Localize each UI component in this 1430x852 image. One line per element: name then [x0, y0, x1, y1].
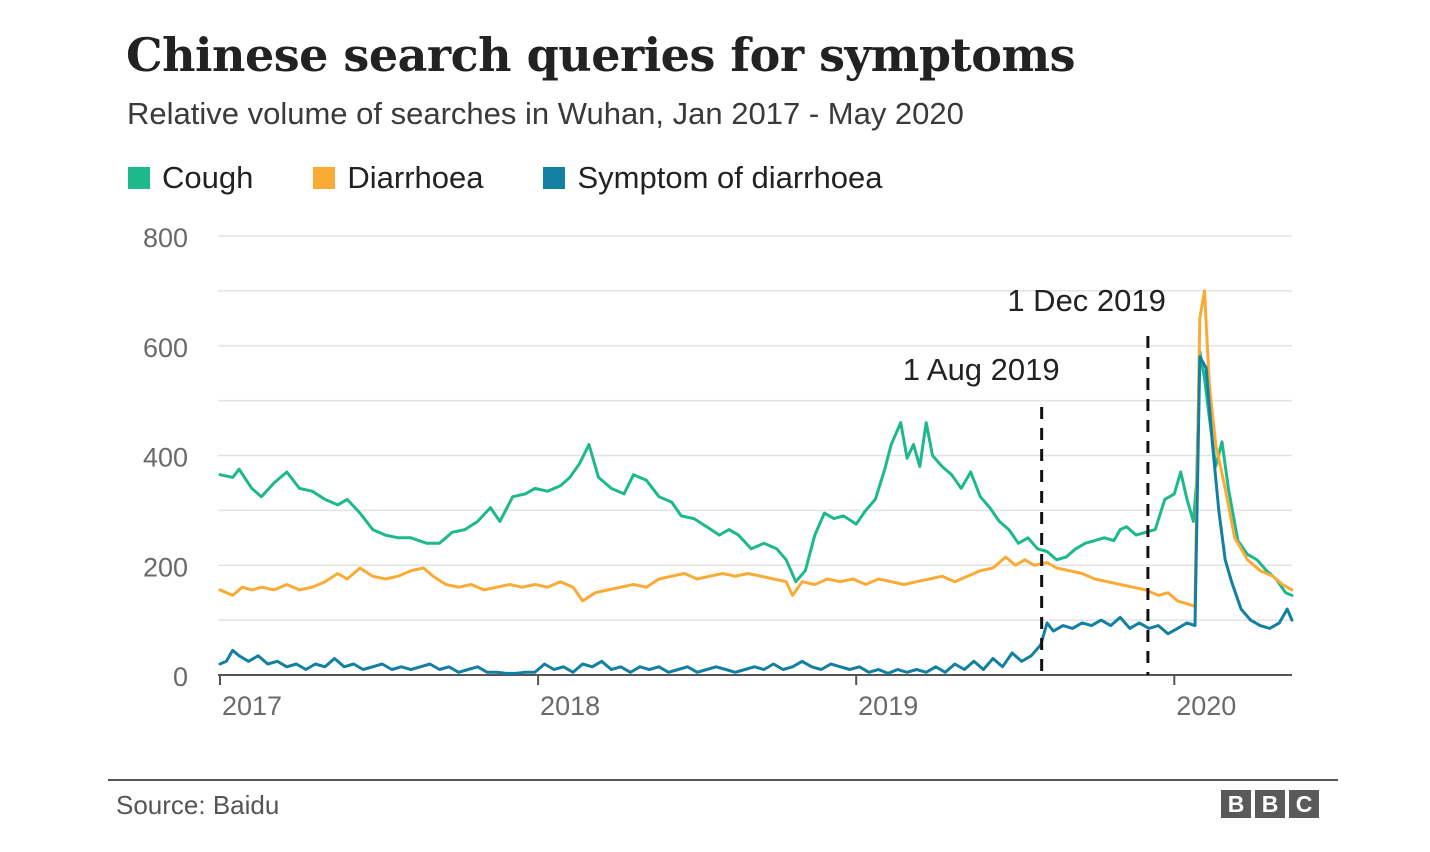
- source-note: Source: Baidu: [116, 790, 280, 820]
- series-line-cough: [218, 349, 1294, 597]
- bbc-logo-block: B: [1221, 790, 1251, 818]
- annotations: 1 Aug 2019 1 Dec 2019: [903, 283, 1166, 675]
- series-line-diarrhoea: [218, 289, 1294, 608]
- chart-legend: Cough Diarrhoea Symptom of diarrhoea: [128, 160, 882, 196]
- bbc-logo: B B C: [1221, 790, 1319, 818]
- x-tick-label: 2019: [858, 691, 918, 721]
- series-line-symptom-of-diarrhoea: [218, 355, 1294, 675]
- chart-subtitle: Relative volume of searches in Wuhan, Ja…: [127, 96, 964, 131]
- y-tick-label: 600: [143, 333, 188, 363]
- y-tick-label: 0: [173, 662, 188, 692]
- legend-swatch-symptom-of-diarrhoea: [543, 167, 566, 189]
- legend-item-diarrhoea: Diarrhoea: [313, 160, 483, 196]
- gridlines: [218, 235, 1292, 621]
- legend-label-cough: Cough: [162, 160, 254, 195]
- x-tick-label: 2018: [540, 691, 600, 721]
- annotation-label: 1 Aug 2019: [903, 352, 1060, 387]
- legend-swatch-cough: [128, 167, 150, 189]
- y-tick-label: 400: [143, 443, 188, 473]
- series-lines: [218, 289, 1294, 675]
- x-tick-label: 2020: [1176, 691, 1236, 721]
- legend-label-diarrhoea: Diarrhoea: [347, 160, 484, 195]
- bbc-logo-block: C: [1289, 790, 1319, 818]
- x-axis: 2017 2018 2019 2020: [218, 674, 1292, 721]
- y-tick-label: 200: [143, 552, 188, 582]
- y-tick-label: 800: [143, 223, 188, 253]
- x-tick-label: 2017: [222, 691, 282, 721]
- annotation-label: 1 Dec 2019: [1007, 283, 1166, 318]
- legend-item-symptom-of-diarrhoea: Symptom of diarrhoea: [543, 160, 882, 196]
- legend-label-symptom-of-diarrhoea: Symptom of diarrhoea: [577, 160, 883, 195]
- legend-item-cough: Cough: [128, 160, 253, 196]
- bbc-logo-block: B: [1255, 790, 1285, 818]
- footer-divider: [108, 779, 1338, 781]
- chart-title: Chinese search queries for symptoms: [126, 28, 1076, 82]
- y-axis-tick-labels: 0 200 400 600 800: [143, 223, 188, 692]
- legend-swatch-diarrhoea: [313, 167, 336, 189]
